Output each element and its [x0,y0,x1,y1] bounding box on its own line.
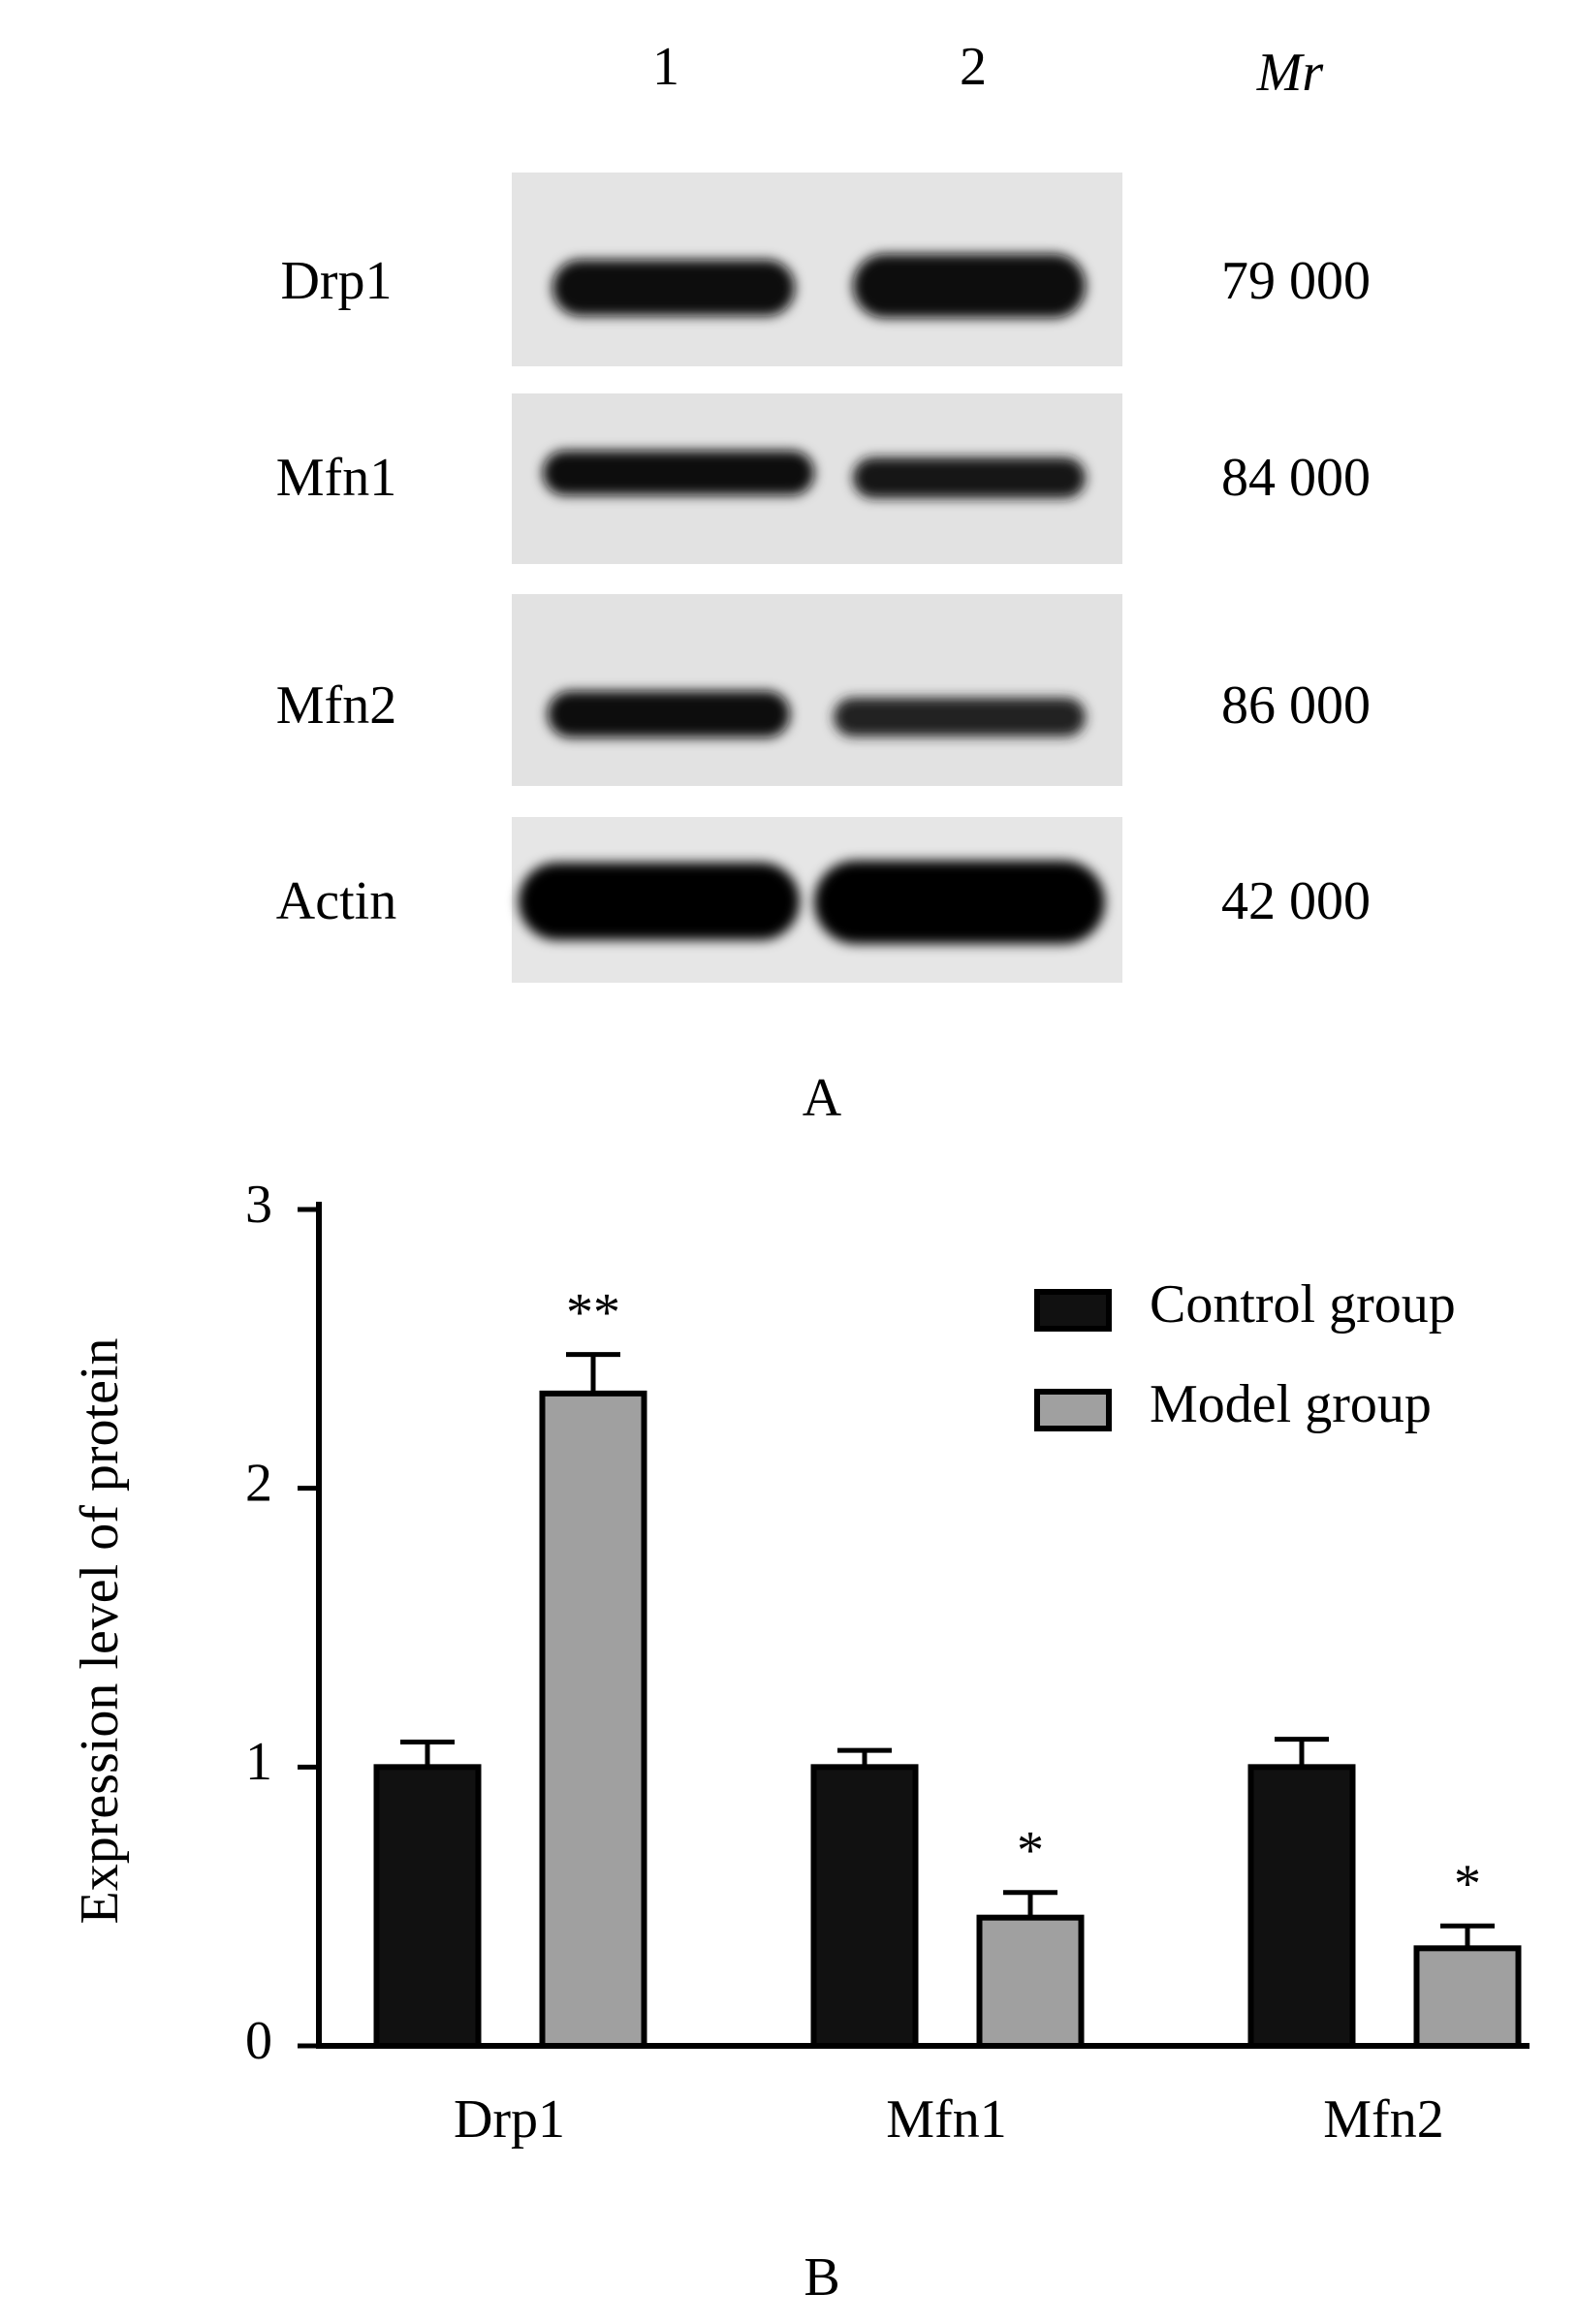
bar [976,1914,1085,2049]
y-axis-title: Expression level of protein [70,1338,130,1925]
protein-label: Actin [276,871,396,931]
bar [539,1390,647,2049]
blot-band [552,260,795,316]
x-tick-label: Drp1 [454,2089,565,2150]
panel-label: B [804,2247,839,2308]
mr-value: 84 000 [1221,448,1371,508]
legend-swatch [1034,1289,1112,1332]
bar [1413,1945,1522,2049]
significance-label: * [1454,1854,1481,1914]
x-tick-label: Mfn1 [886,2089,1006,2150]
protein-label: Drp1 [280,251,392,311]
y-tick-label: 2 [245,1454,272,1514]
mr-value: 42 000 [1221,871,1371,931]
blot-membrane [512,594,1122,786]
legend-label: Model group [1150,1374,1432,1434]
blot-band [543,451,814,495]
bar [373,1764,482,2050]
blot-row: Drp1 79 000 [280,173,1371,366]
mr-value: 79 000 [1221,251,1371,311]
significance-label: * [1017,1821,1044,1881]
blot-band [548,691,790,738]
blot-row: Mfn1 84 000 [276,393,1371,564]
protein-label: Mfn1 [276,448,396,508]
y-tick-label: 0 [245,2011,272,2071]
lane-label: 2 [960,37,987,97]
blot-row: Actin 42 000 [276,817,1371,983]
blot-band [834,698,1086,737]
blot-band [814,861,1105,944]
significance-label: ** [566,1282,620,1342]
blot-band [853,254,1086,318]
panel-label: A [803,1068,842,1128]
legend-swatch [1034,1389,1112,1431]
bar [1247,1764,1356,2050]
lane-label: 1 [652,37,679,97]
y-tick-label: 3 [245,1175,272,1235]
blot-band [519,863,800,940]
blot-row: Mfn2 86 000 [276,594,1371,786]
mr-header: Mr [1256,43,1324,103]
protein-label: Mfn2 [276,675,396,736]
y-tick-label: 1 [245,1732,272,1792]
mr-value: 86 000 [1221,675,1371,736]
legend-label: Control group [1150,1274,1456,1335]
bar [810,1764,919,2050]
blot-band [853,457,1086,498]
x-tick-label: Mfn2 [1323,2089,1443,2150]
